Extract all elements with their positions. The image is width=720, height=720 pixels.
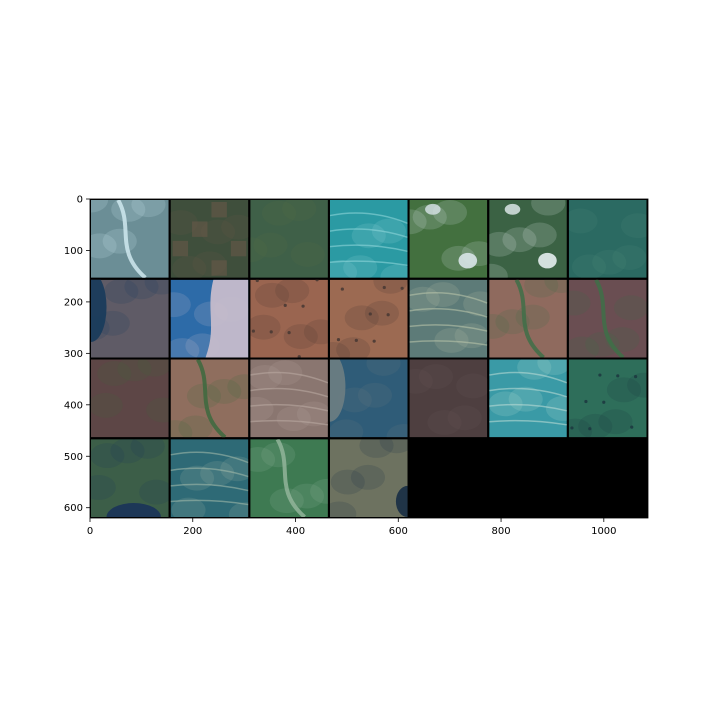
- y-tick-label: 300: [64, 349, 83, 360]
- tile-4: [323, 199, 415, 289]
- tile-19: [399, 359, 491, 439]
- tile-12: [406, 279, 498, 359]
- tile-13: [475, 268, 578, 358]
- x-tick-label: 0: [87, 526, 93, 537]
- tile-1: [74, 188, 170, 279]
- tile-15: [89, 352, 181, 439]
- tile-17: [239, 359, 331, 439]
- x-axis: 0 200 400 600 800 1000: [87, 518, 617, 537]
- y-tick-label: 600: [64, 503, 83, 514]
- x-tick-label: 600: [389, 526, 408, 537]
- image-grid: [74, 188, 661, 531]
- tile-21: [558, 359, 661, 444]
- tile-7: [563, 199, 655, 279]
- x-tick-label: 200: [183, 526, 202, 537]
- tile-18: [314, 351, 420, 449]
- y-tick-label: 0: [77, 195, 83, 206]
- y-axis: 0 100 200 300 400 500 600: [64, 195, 90, 515]
- x-tick-label: 400: [286, 526, 305, 537]
- tile-10: [246, 278, 338, 358]
- tile-14: [556, 279, 648, 362]
- tile-22: [82, 434, 174, 531]
- y-tick-label: 400: [64, 400, 83, 411]
- tile-25: [322, 428, 419, 526]
- y-tick-label: 200: [64, 297, 83, 308]
- tile-20: [488, 350, 580, 438]
- x-tick-label: 800: [492, 526, 511, 537]
- y-tick-label: 100: [64, 246, 83, 257]
- y-tick-label: 500: [64, 452, 83, 463]
- tile-2: [164, 199, 256, 281]
- tile-16: [158, 359, 261, 446]
- x-tick-label: 1000: [591, 526, 616, 537]
